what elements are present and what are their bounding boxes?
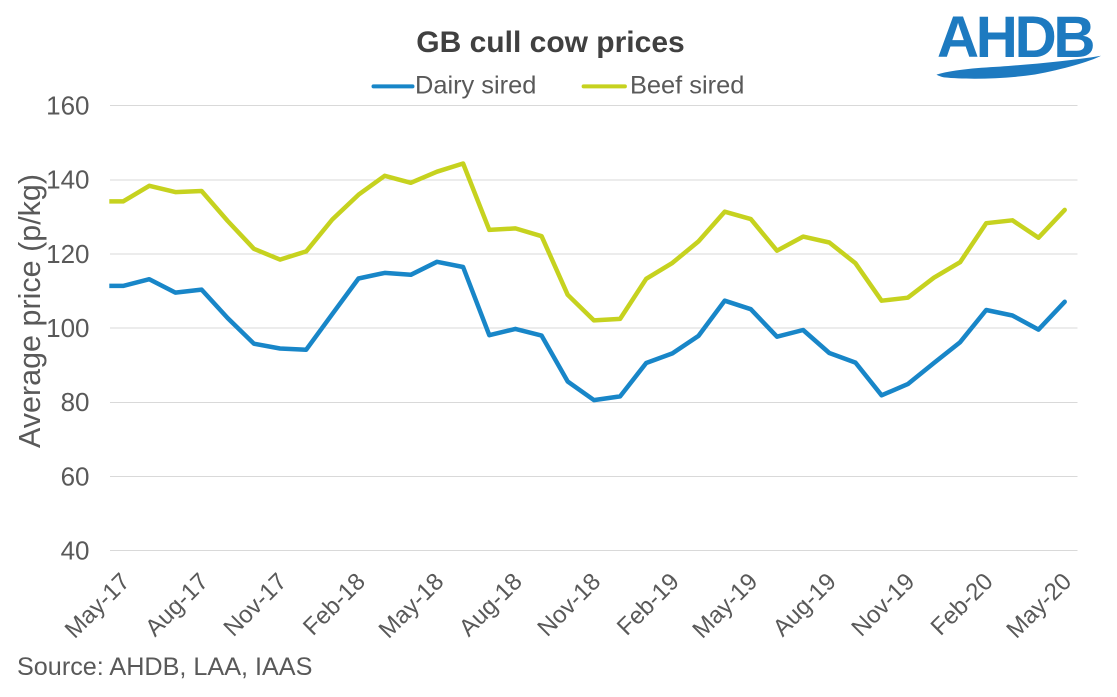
svg-text:40: 40 — [61, 535, 90, 565]
svg-text:Beef sired: Beef sired — [630, 72, 744, 100]
svg-text:GB cull cow prices: GB cull cow prices — [416, 26, 684, 59]
svg-text:120: 120 — [46, 239, 89, 269]
svg-text:Dairy sired: Dairy sired — [415, 72, 536, 100]
svg-text:AHDB: AHDB — [937, 5, 1093, 70]
svg-text:160: 160 — [46, 91, 89, 121]
svg-text:100: 100 — [46, 313, 89, 343]
svg-text:80: 80 — [61, 387, 90, 417]
svg-text:Source: AHDB, LAA, IAAS: Source: AHDB, LAA, IAAS — [17, 653, 312, 681]
svg-text:60: 60 — [61, 461, 90, 491]
svg-text:140: 140 — [46, 165, 89, 195]
svg-text:Average price (p/kg): Average price (p/kg) — [13, 174, 47, 448]
